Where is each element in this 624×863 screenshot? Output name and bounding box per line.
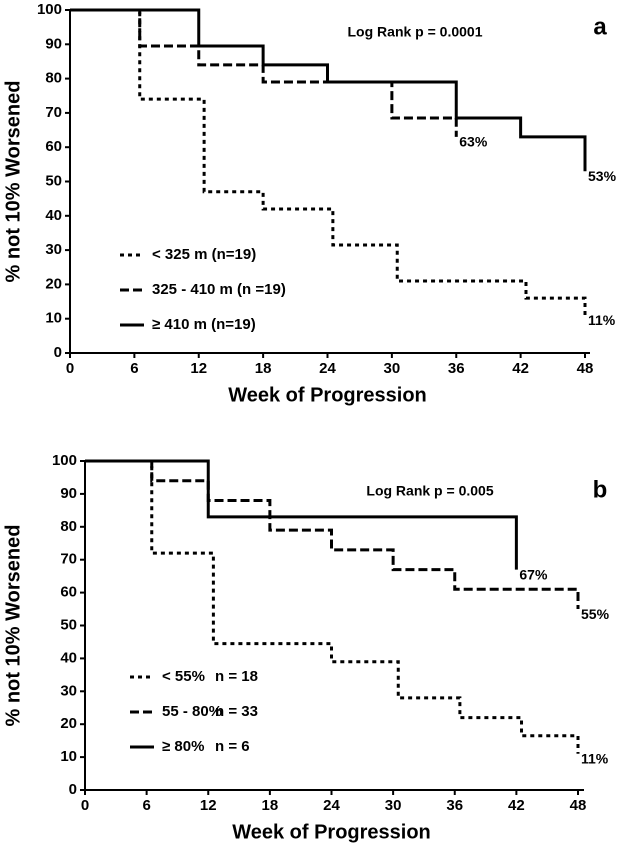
legend-label: < 325 m (n=19) bbox=[152, 246, 256, 263]
end-label: 63% bbox=[459, 134, 488, 150]
x-tick-label: 24 bbox=[323, 797, 340, 814]
legend-n: n = 6 bbox=[215, 738, 250, 755]
y-tick-label: 30 bbox=[45, 241, 62, 258]
legend-label: 55 - 80% bbox=[162, 703, 222, 720]
y-tick-label: 70 bbox=[45, 104, 62, 121]
x-tick-label: 18 bbox=[262, 797, 279, 814]
y-tick-label: 40 bbox=[60, 649, 77, 666]
survival-line bbox=[70, 8, 587, 316]
legend-label: ≥ 410 m (n=19) bbox=[152, 316, 256, 333]
x-tick-label: 6 bbox=[142, 797, 150, 814]
y-tick-label: 90 bbox=[45, 35, 62, 52]
y-tick-label: 20 bbox=[45, 275, 62, 292]
panel-label: a bbox=[593, 13, 607, 40]
y-tick-label: 90 bbox=[60, 485, 77, 502]
y-tick-label: 10 bbox=[60, 748, 77, 765]
survival-line bbox=[85, 459, 580, 610]
y-tick-label: 50 bbox=[60, 616, 77, 633]
x-tick-label: 18 bbox=[255, 360, 272, 377]
legend-label: < 55% bbox=[162, 668, 205, 685]
survival-line bbox=[85, 459, 580, 754]
survival-line bbox=[85, 459, 518, 570]
legend-label: 325 - 410 m (n =19) bbox=[152, 281, 286, 298]
annotation: Log Rank p = 0.0001 bbox=[348, 24, 483, 40]
y-tick-label: 50 bbox=[45, 172, 62, 189]
x-tick-label: 42 bbox=[512, 360, 529, 377]
x-axis-title: Week of Progression bbox=[228, 384, 427, 406]
x-tick-label: 48 bbox=[577, 360, 594, 377]
y-tick-label: 80 bbox=[45, 70, 62, 87]
annotation: Log Rank p = 0.005 bbox=[366, 483, 493, 499]
panel-label: b bbox=[593, 476, 608, 503]
end-label: 55% bbox=[581, 606, 610, 622]
y-tick-label: 10 bbox=[45, 310, 62, 327]
end-label: 11% bbox=[588, 312, 616, 328]
x-tick-label: 36 bbox=[446, 797, 463, 814]
end-label: 53% bbox=[588, 168, 617, 184]
x-tick-label: 24 bbox=[319, 360, 336, 377]
y-axis-title: % not 10% Worsened bbox=[2, 525, 24, 727]
y-tick-label: 80 bbox=[60, 518, 77, 535]
legend-label: ≥ 80% bbox=[162, 738, 204, 755]
x-tick-label: 12 bbox=[200, 797, 217, 814]
y-tick-label: 60 bbox=[45, 138, 62, 155]
y-tick-label: 0 bbox=[69, 781, 77, 798]
x-tick-label: 30 bbox=[384, 360, 401, 377]
y-tick-label: 70 bbox=[60, 551, 77, 568]
y-tick-label: 0 bbox=[54, 344, 62, 361]
x-axis-title: Week of Progression bbox=[232, 821, 431, 843]
y-tick-label: 20 bbox=[60, 715, 77, 732]
x-tick-label: 30 bbox=[385, 797, 402, 814]
y-tick-label: 100 bbox=[37, 1, 62, 18]
y-tick-label: 100 bbox=[52, 452, 77, 469]
end-label: 67% bbox=[519, 566, 548, 582]
y-tick-label: 60 bbox=[60, 584, 77, 601]
x-tick-label: 0 bbox=[66, 360, 74, 377]
y-axis-title: % not 10% Worsened bbox=[2, 81, 24, 283]
x-tick-label: 48 bbox=[570, 797, 587, 814]
y-tick-label: 40 bbox=[45, 207, 62, 224]
y-tick-label: 30 bbox=[60, 682, 77, 699]
legend-n: n = 18 bbox=[215, 668, 258, 685]
legend-n: n = 33 bbox=[215, 703, 258, 720]
end-label: 11% bbox=[581, 751, 609, 767]
x-tick-label: 12 bbox=[190, 360, 207, 377]
x-tick-label: 0 bbox=[81, 797, 89, 814]
x-tick-label: 36 bbox=[448, 360, 465, 377]
x-tick-label: 6 bbox=[130, 360, 138, 377]
survival-line bbox=[70, 8, 587, 172]
x-tick-label: 42 bbox=[508, 797, 525, 814]
